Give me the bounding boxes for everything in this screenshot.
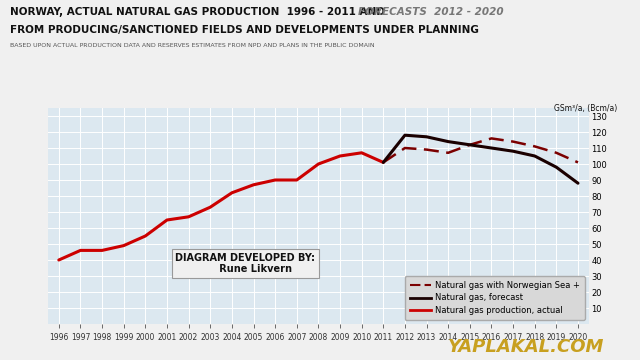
- Text: DIAGRAM DEVELOPED BY:
      Rune Likvern: DIAGRAM DEVELOPED BY: Rune Likvern: [175, 253, 316, 274]
- Text: NORWAY, ACTUAL NATURAL GAS PRODUCTION  1996 - 2011 AND: NORWAY, ACTUAL NATURAL GAS PRODUCTION 19…: [10, 7, 388, 17]
- Text: BASED UPON ACTUAL PRODUCTION DATA AND RESERVES ESTIMATES FROM NPD AND PLANS IN T: BASED UPON ACTUAL PRODUCTION DATA AND RE…: [10, 43, 374, 48]
- Text: YAPLAKAL.COM: YAPLAKAL.COM: [448, 338, 604, 356]
- Text: FROM PRODUCING/SANCTIONED FIELDS AND DEVELOPMENTS UNDER PLANNING: FROM PRODUCING/SANCTIONED FIELDS AND DEV…: [10, 25, 479, 35]
- Text: GSm³/a, (Bcm/a): GSm³/a, (Bcm/a): [554, 104, 618, 113]
- Legend: Natural gas with Norwegian Sea +, Natural gas, forecast, Natural gas production,: Natural gas with Norwegian Sea +, Natura…: [404, 276, 584, 320]
- Text: FORECASTS  2012 - 2020: FORECASTS 2012 - 2020: [358, 7, 504, 17]
